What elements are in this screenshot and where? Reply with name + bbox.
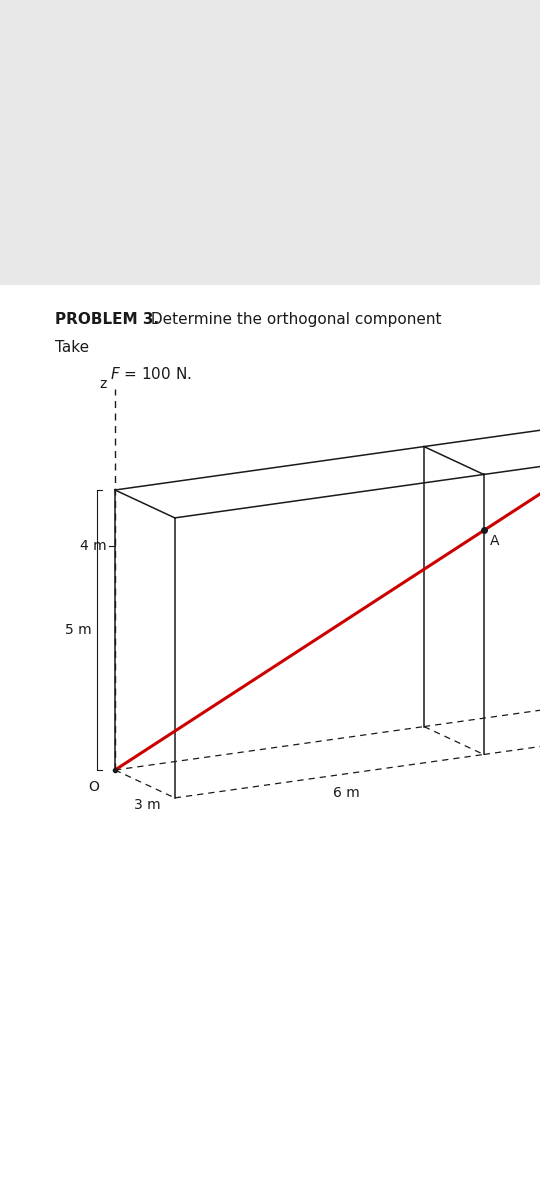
Text: Take: Take [55,340,89,355]
Text: PROBLEM 3.: PROBLEM 3. [55,312,159,326]
Text: $\it{F}$ = 100 N.: $\it{F}$ = 100 N. [110,366,192,382]
Bar [0,0,540,284]
Text: O: O [88,780,99,794]
Text: 6 m: 6 m [333,786,360,800]
Text: Determine the orthogonal component: Determine the orthogonal component [146,312,442,326]
Bar [0,284,540,1200]
Text: z: z [99,377,107,391]
Text: 4 m: 4 m [80,539,107,553]
Text: 5 m: 5 m [65,623,92,637]
Text: A: A [490,534,500,548]
Text: 3 m: 3 m [133,798,160,812]
